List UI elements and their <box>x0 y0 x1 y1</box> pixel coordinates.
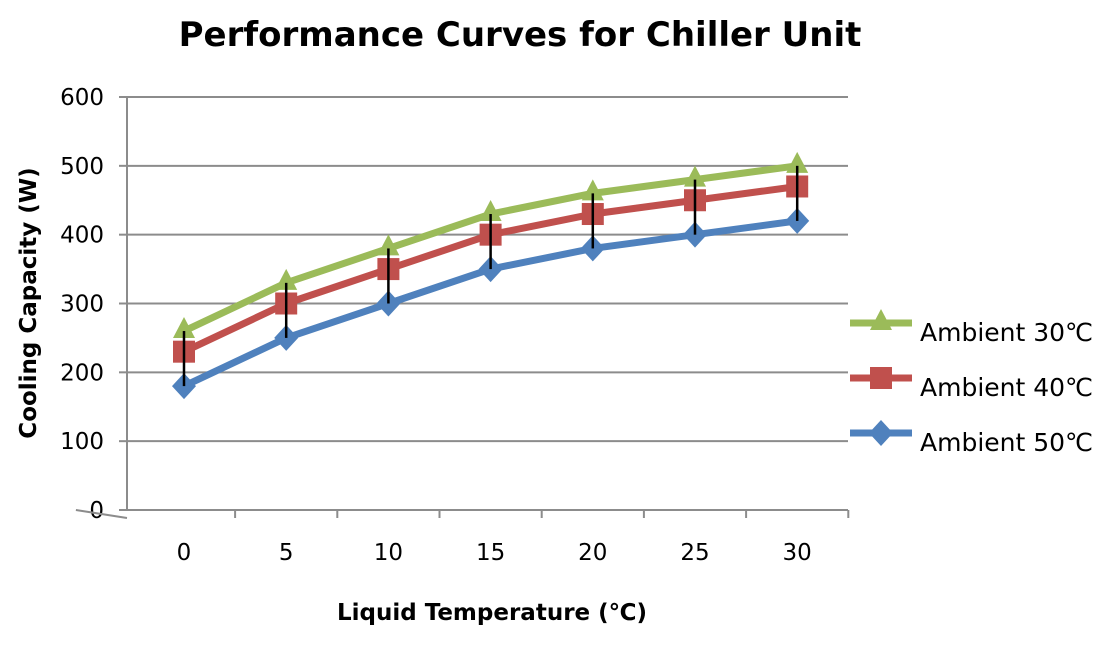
data-point-square <box>870 367 892 389</box>
x-tick-label: 20 <box>578 540 607 566</box>
y-tick-label: 600 <box>60 85 104 111</box>
legend-item: Ambient 40℃ <box>850 367 1093 402</box>
data-point-triangle <box>275 268 298 290</box>
x-tick-label: 25 <box>680 540 709 566</box>
legend-label: Ambient 30℃ <box>920 318 1093 347</box>
x-tick-label: 15 <box>476 540 505 566</box>
y-tick-label: 400 <box>60 223 104 249</box>
y-tick-label: 500 <box>60 154 104 180</box>
y-tick-label: 300 <box>60 292 104 318</box>
x-axis-label: Liquid Temperature (℃) <box>337 600 647 626</box>
x-tick-label: 0 <box>177 540 192 566</box>
y-tick-label: 100 <box>60 429 104 455</box>
data-point-triangle <box>870 309 892 330</box>
data-point-triangle <box>479 200 502 222</box>
legend-item: Ambient 50℃ <box>850 420 1093 457</box>
legend-item: Ambient 30℃ <box>850 309 1093 347</box>
legend-label: Ambient 40℃ <box>920 373 1093 402</box>
data-point-triangle <box>377 234 400 256</box>
y-tick-label: 200 <box>60 360 104 386</box>
legend-label: Ambient 50℃ <box>920 428 1093 457</box>
data-point-triangle <box>684 165 706 187</box>
data-point-triangle <box>786 151 809 173</box>
y-axis-label: Cooling Capacity (W) <box>16 167 42 438</box>
x-tick-label: 5 <box>279 540 294 566</box>
chart-title: Performance Curves for Chiller Unit <box>179 15 862 55</box>
x-tick-label: 30 <box>783 540 812 566</box>
data-point-triangle <box>173 317 195 339</box>
x-tick-label: 10 <box>374 540 403 566</box>
data-point-diamond <box>869 420 893 446</box>
data-point-triangle <box>581 179 604 201</box>
x-tick <box>75 509 128 519</box>
y-tick-label: 0 <box>89 498 104 524</box>
